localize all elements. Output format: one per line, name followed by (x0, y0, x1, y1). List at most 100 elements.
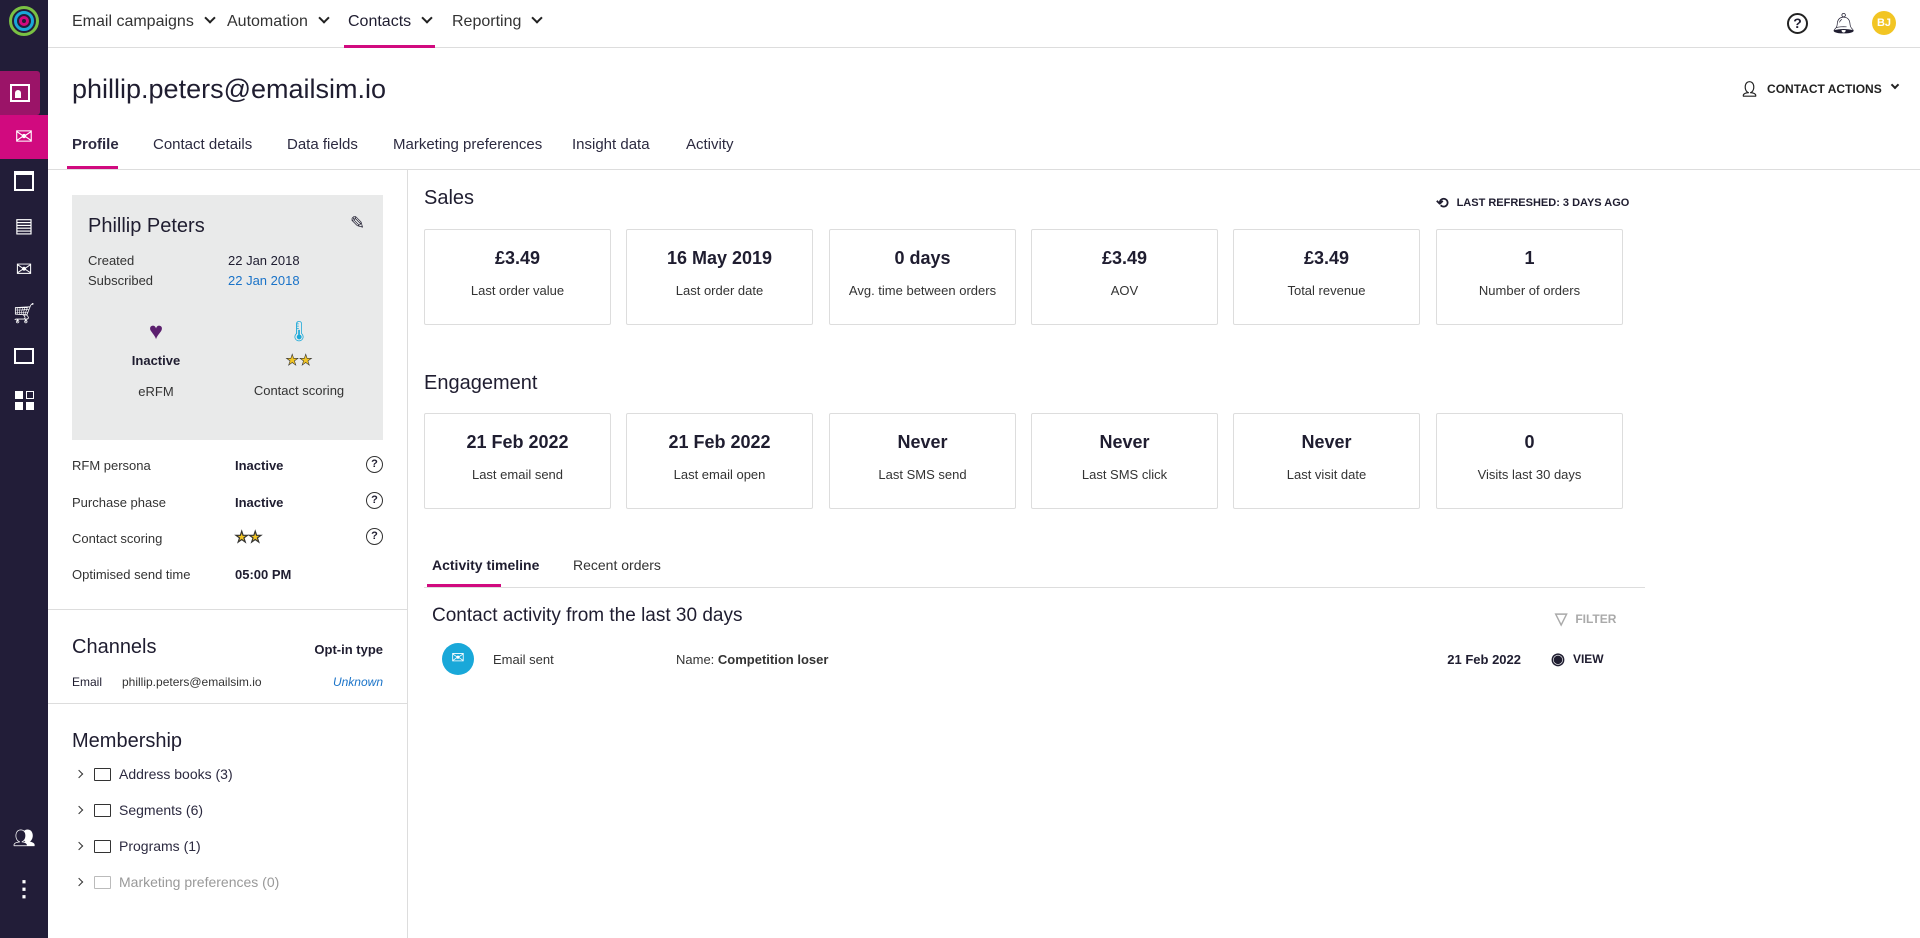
thermometer-icon: 🌡︎ (286, 321, 312, 343)
nav-contacts[interactable]: Contacts (344, 0, 436, 48)
nav-label: Reporting (452, 13, 522, 30)
tab-insight-data[interactable]: Insight data (572, 136, 650, 153)
edit-icon[interactable]: ✎ (350, 213, 366, 233)
send-time-label: Optimised send time (72, 567, 191, 582)
tab-contact-details[interactable]: Contact details (153, 136, 253, 153)
metric-value: 1 (1524, 248, 1535, 268)
sidebar-item-chat[interactable] (0, 334, 48, 378)
filter-label: FILTER (1575, 612, 1617, 626)
engagement-card: Never Last visit date (1233, 413, 1420, 509)
sales-card: £3.49 Total revenue (1233, 229, 1420, 325)
chevron-right-icon (74, 877, 84, 887)
membership-item-segments[interactable]: Segments (6) (74, 802, 204, 818)
subscribed-value[interactable]: 22 Jan 2018 (228, 273, 300, 288)
help-icon[interactable]: ? (366, 456, 383, 473)
folder-icon (94, 803, 111, 817)
last-refreshed: LAST REFRESHED: 3 DAYS AGO (1456, 197, 1630, 209)
created-value: 22 Jan 2018 (228, 253, 300, 268)
sidebar-item-email[interactable]: ✉ (0, 115, 48, 159)
metric-label: Total revenue (1287, 283, 1366, 298)
membership-label: Segments (6) (119, 802, 204, 818)
heart-icon: ♥ (148, 318, 164, 345)
metric-value: £3.49 (1101, 248, 1148, 268)
optin-value[interactable]: Unknown (332, 675, 383, 689)
tab-marketing-preferences[interactable]: Marketing preferences (393, 136, 543, 153)
help-icon[interactable]: ? (366, 528, 383, 545)
membership-item-marketing-preferences[interactable]: Marketing preferences (0) (74, 874, 279, 890)
email-code-icon: ✉ (15, 258, 33, 281)
folder-icon (94, 875, 111, 889)
help-icon[interactable]: ? (366, 492, 383, 509)
send-time-value: 05:00 PM (235, 567, 292, 582)
sidebar-item-more[interactable]: ⋮ (0, 867, 48, 911)
contact-actions-button[interactable]: 👤︎ CONTACT ACTIONS (1740, 80, 1899, 98)
view-label: VIEW (1572, 652, 1604, 666)
sales-card: 1 Number of orders (1436, 229, 1623, 325)
nav-label: Contacts (348, 13, 412, 30)
metric-label: Last SMS send (878, 467, 967, 482)
sidebar-item-contacts[interactable] (0, 71, 40, 115)
landing-page-icon (14, 171, 34, 191)
tab-activity[interactable]: Activity (686, 136, 734, 153)
contact-name: Phillip Peters (88, 215, 205, 237)
metric-label: Last order value (470, 283, 565, 298)
sms-icon: ▤ (14, 214, 34, 237)
metric-label: AOV (1110, 283, 1139, 298)
sidebar-item-users[interactable]: 👥︎ (0, 816, 48, 860)
metric-value: Never (897, 432, 948, 452)
engagement-card: 0 Visits last 30 days (1436, 413, 1623, 509)
subscribed-label: Subscribed (88, 273, 154, 288)
membership-item-address-books[interactable]: Address books (3) (74, 766, 233, 782)
help-icon[interactable]: ? (1787, 13, 1808, 34)
tab-activity-timeline[interactable]: Activity timeline (432, 557, 540, 573)
refresh-button[interactable]: ⟲ LAST REFRESHED: 3 DAYS AGO (1436, 194, 1629, 212)
metric-label: Last email open (673, 467, 766, 482)
nav-reporting[interactable]: Reporting (452, 0, 544, 48)
tab-recent-orders[interactable]: Recent orders (573, 557, 661, 573)
sales-card: £3.49 AOV (1031, 229, 1218, 325)
activity-row: ✉ Email sent Name: Competition loser 21 … (424, 643, 1645, 677)
filter-button[interactable]: ▽ FILTER (1555, 609, 1616, 629)
membership-item-programs[interactable]: Programs (1) (74, 838, 201, 854)
avatar[interactable]: BJ (1872, 11, 1896, 35)
nav-email-campaigns[interactable]: Email campaigns (72, 0, 216, 48)
email-icon: ✉ (14, 124, 34, 149)
metric-label: Last order date (675, 283, 764, 298)
contact-scoring-label: Contact scoring (72, 531, 163, 546)
divider (424, 587, 1645, 588)
metric-value: 0 days (894, 248, 951, 268)
metric-value: 21 Feb 2022 (466, 432, 569, 452)
tab-data-fields[interactable]: Data fields (287, 136, 358, 153)
sidebar-item-sms[interactable]: ▤ (0, 203, 48, 247)
scoring-block: 🌡︎ ★★ Contact scoring (239, 319, 359, 398)
activity-type: Email sent (493, 652, 554, 667)
metric-value: 0 (1524, 432, 1535, 452)
sidebar-item-ecommerce[interactable]: 🛒︎ (0, 291, 48, 335)
sidebar-item-pages[interactable] (0, 159, 48, 203)
bell-icon[interactable]: 🔔︎ (1831, 13, 1857, 35)
tab-active-indicator (427, 584, 501, 587)
metric-value: 16 May 2019 (666, 248, 773, 268)
tab-profile[interactable]: Profile (72, 136, 119, 153)
page-title: phillip.peters@emailsim.io (72, 74, 387, 104)
metric-label: Last email send (471, 467, 564, 482)
profile-card: Phillip Peters ✎ Created 22 Jan 2018 Sub… (72, 195, 383, 440)
logo[interactable] (9, 6, 39, 36)
chevron-right-icon (74, 805, 84, 815)
nav-label: Email campaigns (72, 13, 194, 30)
sidebar-item-email-code[interactable]: ✉ (0, 247, 48, 291)
view-button[interactable]: ◉ VIEW (1551, 649, 1604, 669)
sidebar-item-apps[interactable] (0, 378, 48, 422)
nav-automation[interactable]: Automation (227, 0, 330, 48)
erfm-value: Inactive (131, 353, 181, 368)
divider (48, 169, 1920, 170)
created-label: Created (88, 253, 135, 268)
metric-value: Never (1099, 432, 1150, 452)
engagement-card: 21 Feb 2022 Last email open (626, 413, 813, 509)
purchase-phase-label: Purchase phase (72, 495, 166, 510)
cart-icon: 🛒︎ (11, 302, 37, 325)
filter-icon: ▽ (1555, 611, 1568, 628)
chevron-down-icon (531, 12, 544, 24)
sales-card: 0 days Avg. time between orders (829, 229, 1016, 325)
engagement-card: Never Last SMS send (829, 413, 1016, 509)
